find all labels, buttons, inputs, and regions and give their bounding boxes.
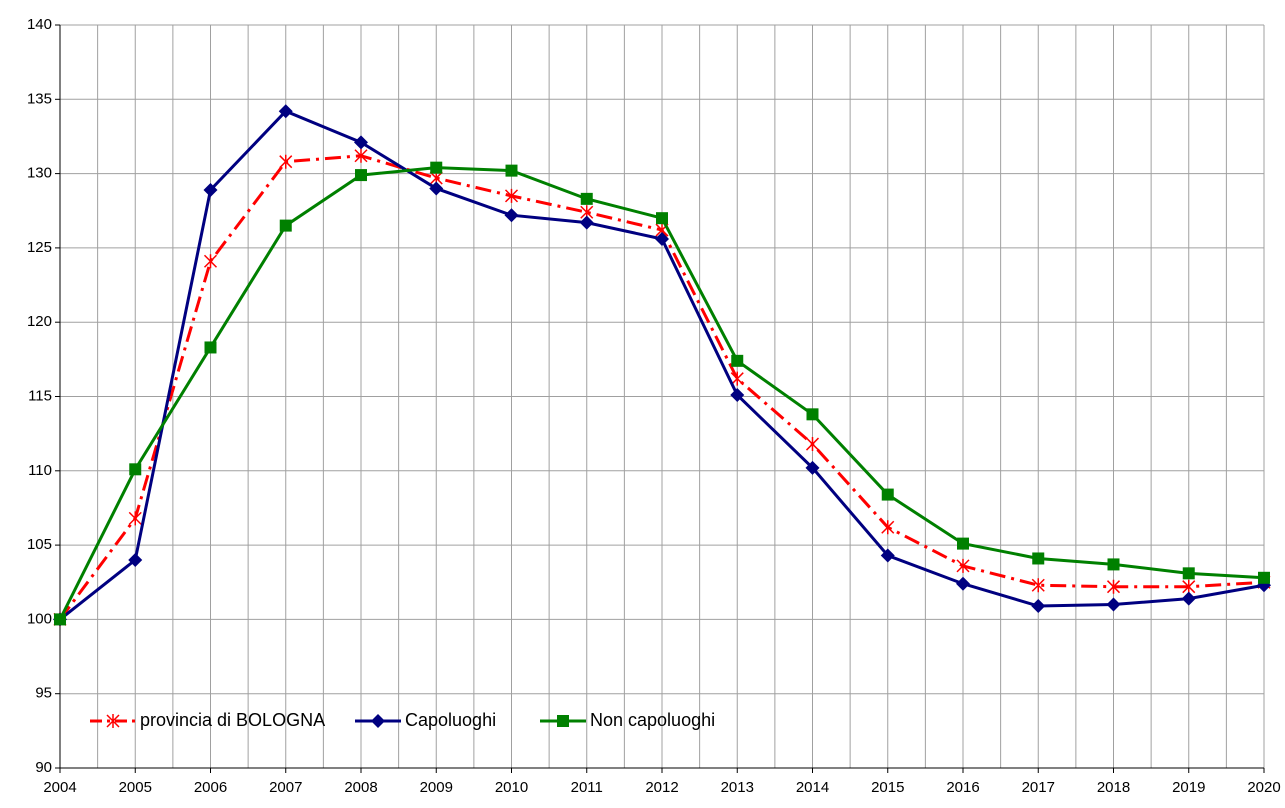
marker xyxy=(656,212,668,225)
marker xyxy=(128,511,142,526)
x-tick-label: 2009 xyxy=(420,779,453,796)
marker xyxy=(1258,571,1270,584)
marker xyxy=(354,135,368,150)
marker xyxy=(655,231,669,246)
x-tick-label: 2013 xyxy=(721,779,754,796)
marker xyxy=(1107,558,1120,571)
y-tick-label: 115 xyxy=(28,387,52,404)
marker xyxy=(505,164,518,177)
x-tick-label: 2018 xyxy=(1097,779,1130,796)
marker xyxy=(429,181,444,196)
legend-label: Non capoluoghi xyxy=(590,710,715,730)
y-tick-label: 90 xyxy=(35,759,52,776)
legend-label: Capoluoghi xyxy=(405,710,496,730)
marker xyxy=(731,354,744,367)
marker xyxy=(430,161,443,174)
marker xyxy=(557,715,569,727)
legend-label: provincia di BOLOGNA xyxy=(140,710,325,730)
marker xyxy=(730,388,745,403)
marker xyxy=(504,208,519,223)
marker xyxy=(957,537,969,550)
marker xyxy=(880,548,895,563)
y-tick-label: 110 xyxy=(28,462,52,479)
marker xyxy=(371,714,385,728)
marker xyxy=(579,215,594,230)
marker xyxy=(1032,552,1045,565)
x-tick-label: 2017 xyxy=(1022,779,1055,796)
x-tick-label: 2007 xyxy=(269,779,302,796)
marker xyxy=(1182,579,1196,594)
marker xyxy=(730,371,744,386)
x-tick-label: 2016 xyxy=(946,779,979,796)
marker xyxy=(203,182,218,197)
marker xyxy=(1031,578,1045,593)
marker xyxy=(881,520,895,535)
marker xyxy=(806,408,819,421)
y-tick-label: 130 xyxy=(27,165,52,182)
marker xyxy=(354,148,368,163)
marker xyxy=(278,104,293,119)
x-tick-label: 2006 xyxy=(194,779,227,796)
marker xyxy=(504,188,519,203)
y-tick-label: 135 xyxy=(27,90,52,107)
marker xyxy=(203,254,218,269)
y-tick-label: 140 xyxy=(27,16,52,33)
y-tick-label: 125 xyxy=(27,239,52,256)
marker xyxy=(54,613,66,626)
x-tick-label: 2015 xyxy=(871,779,904,796)
marker xyxy=(1106,579,1121,594)
marker xyxy=(204,341,217,354)
marker xyxy=(106,714,120,728)
marker xyxy=(805,460,820,475)
x-tick-label: 2004 xyxy=(43,779,76,796)
y-tick-label: 120 xyxy=(27,313,52,330)
marker xyxy=(279,219,292,232)
marker xyxy=(129,463,142,476)
x-tick-label: 2010 xyxy=(495,779,528,796)
marker xyxy=(279,154,293,169)
x-tick-label: 2008 xyxy=(344,779,377,796)
x-tick-label: 2020 xyxy=(1247,779,1280,796)
marker xyxy=(580,192,593,205)
x-tick-label: 2011 xyxy=(571,779,603,796)
y-tick-label: 95 xyxy=(35,685,52,702)
marker xyxy=(355,169,367,182)
x-tick-label: 2019 xyxy=(1172,779,1205,796)
marker xyxy=(128,552,143,567)
marker xyxy=(956,576,970,591)
marker xyxy=(1031,599,1046,614)
marker xyxy=(1182,567,1195,580)
x-tick-label: 2014 xyxy=(796,779,829,796)
marker xyxy=(1181,591,1196,606)
marker xyxy=(805,437,820,452)
marker xyxy=(956,558,970,573)
marker xyxy=(1106,597,1121,612)
marker xyxy=(881,488,894,501)
y-tick-label: 105 xyxy=(27,536,52,553)
x-tick-label: 2005 xyxy=(119,779,152,796)
y-tick-label: 100 xyxy=(27,610,52,627)
x-tick-label: 2012 xyxy=(645,779,678,796)
